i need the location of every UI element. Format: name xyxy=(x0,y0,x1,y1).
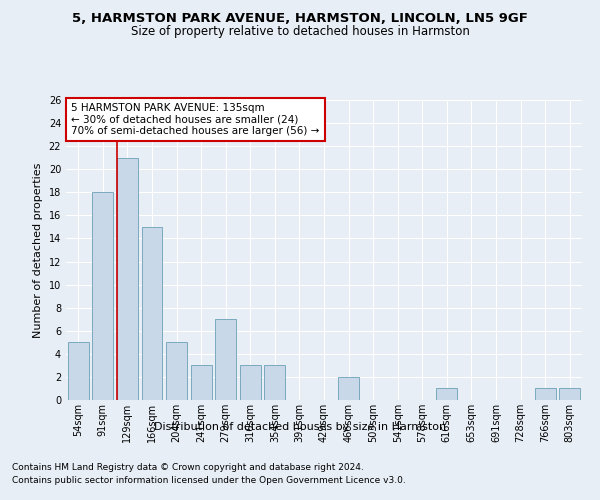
Bar xyxy=(338,377,359,400)
Bar xyxy=(117,158,138,400)
Bar xyxy=(191,366,212,400)
Text: Distribution of detached houses by size in Harmston: Distribution of detached houses by size … xyxy=(154,422,446,432)
Text: 5, HARMSTON PARK AVENUE, HARMSTON, LINCOLN, LN5 9GF: 5, HARMSTON PARK AVENUE, HARMSTON, LINCO… xyxy=(72,12,528,26)
Text: Contains HM Land Registry data © Crown copyright and database right 2024.: Contains HM Land Registry data © Crown c… xyxy=(12,462,364,471)
Bar xyxy=(240,366,261,400)
Text: Size of property relative to detached houses in Harmston: Size of property relative to detached ho… xyxy=(131,25,469,38)
Bar xyxy=(166,342,187,400)
Bar xyxy=(142,227,163,400)
Bar xyxy=(92,192,113,400)
Text: Contains public sector information licensed under the Open Government Licence v3: Contains public sector information licen… xyxy=(12,476,406,485)
Bar xyxy=(436,388,457,400)
Bar xyxy=(559,388,580,400)
Text: 5 HARMSTON PARK AVENUE: 135sqm
← 30% of detached houses are smaller (24)
70% of : 5 HARMSTON PARK AVENUE: 135sqm ← 30% of … xyxy=(71,103,320,136)
Bar xyxy=(535,388,556,400)
Bar xyxy=(215,319,236,400)
Y-axis label: Number of detached properties: Number of detached properties xyxy=(33,162,43,338)
Bar xyxy=(68,342,89,400)
Bar xyxy=(265,366,286,400)
